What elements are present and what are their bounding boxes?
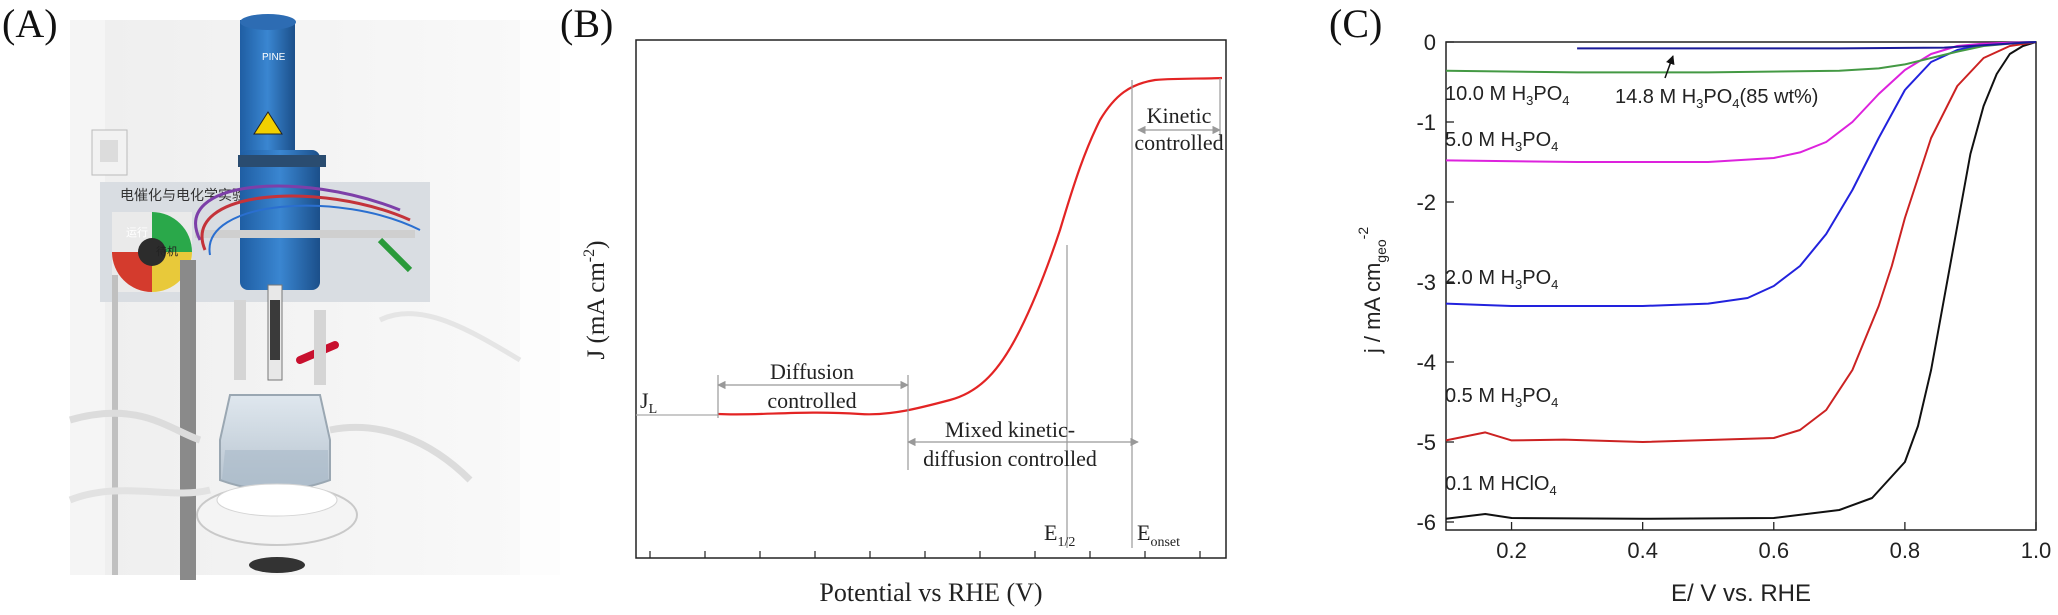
chart-c: 0.2 0.4 0.6 0.8 1.0 0 -1 -2 -3 -4 -5 -6 10.0 M H3PO… bbox=[1355, 30, 2051, 607]
panel-label-a: (A) bbox=[2, 1, 58, 46]
half-wave-label: E1/2 bbox=[1044, 520, 1075, 550]
board-text: 电催化与电化学实验 bbox=[120, 187, 246, 203]
y-tick-label: -2 bbox=[1416, 190, 1436, 215]
legend-label-14-8: 14.8 M H3PO4(85 wt%) bbox=[1615, 86, 1818, 111]
legend-label-2-0: 2.0 M H3PO4 bbox=[1445, 267, 1558, 292]
series-line-0 bbox=[1445, 41, 2037, 520]
region-diffusion-line2: controlled bbox=[767, 388, 856, 413]
region-mixed-line2: diffusion controlled bbox=[923, 446, 1097, 471]
y-tick-label: -1 bbox=[1416, 110, 1436, 135]
series-line-5 bbox=[1577, 41, 2037, 50]
chart-c-ticks: 0.2 0.4 0.6 0.8 1.0 0 -1 -2 -3 -4 -5 -6 bbox=[1416, 30, 2051, 563]
y-tick-label: -6 bbox=[1416, 510, 1436, 535]
onset-label: Eonset bbox=[1137, 520, 1180, 550]
x-tick-label: 0.6 bbox=[1758, 538, 1789, 563]
panel-label-b: (B) bbox=[560, 1, 614, 46]
rde-motor bbox=[240, 20, 295, 170]
x-tick-label: 1.0 bbox=[2021, 538, 2052, 563]
button-label-run: 运行 bbox=[126, 226, 148, 239]
x-tick-label: 0.8 bbox=[1890, 538, 1921, 563]
legend-label-10-0: 10.0 M H3PO4 bbox=[1445, 83, 1570, 108]
series-line-1 bbox=[1445, 41, 2037, 443]
legend-label-0-1: 0.1 M HClO4 bbox=[1445, 473, 1557, 498]
chart-b-curve bbox=[717, 76, 1223, 416]
chart-b: Diffusion controlled Mixed kinetic- diff… bbox=[581, 39, 1227, 607]
y-tick-label: -4 bbox=[1416, 350, 1436, 375]
x-tick-label: 0.4 bbox=[1627, 538, 1658, 563]
region-diffusion-line1: Diffusion bbox=[770, 359, 854, 384]
jl-label: JL bbox=[640, 388, 657, 417]
y-tick-label: 0 bbox=[1424, 30, 1436, 55]
y-tick-label: -5 bbox=[1416, 430, 1436, 455]
legend-label-5-0: 5.0 M H3PO4 bbox=[1445, 129, 1558, 154]
chart-b-frame bbox=[635, 39, 1227, 559]
panel-c: (C) 0.2 0.4 0.6 0.8 1.0 0 -1 -2 -3 -4 -5 -6 10.0 M … bbox=[1300, 0, 2058, 615]
panel-b: (B) Diffusion controlled Mixed kinetic- … bbox=[560, 0, 1260, 615]
x-tick-label: 0.2 bbox=[1496, 538, 1527, 563]
support-rod bbox=[180, 260, 196, 580]
chart-c-xlabel: E/ V vs. RHE bbox=[1671, 580, 1811, 607]
annotation-arrow bbox=[1664, 55, 1675, 79]
electrochemical-setup-photo: 电催化与电化学实验 运行 待机 PINE bbox=[68, 14, 560, 580]
legend-label-0-5: 0.5 M H3PO4 bbox=[1445, 385, 1558, 410]
chart-c-series-group bbox=[1445, 41, 2037, 520]
region-kinetic-line1: Kinetic bbox=[1147, 103, 1212, 128]
chart-b-ticks bbox=[649, 551, 1201, 558]
series-line-3 bbox=[1445, 41, 2037, 163]
button-label-standby: 待机 bbox=[156, 244, 178, 258]
chart-c-frame bbox=[1445, 41, 2037, 531]
series-line-2 bbox=[1445, 41, 2037, 307]
region-kinetic-line2: controlled bbox=[1134, 130, 1223, 155]
chart-b-ylabel: J (mA cm-2) bbox=[581, 241, 610, 360]
chart-b-xlabel: Potential vs RHE (V) bbox=[819, 578, 1042, 607]
photo-panel: (A) 电催化与电化学实验 运行 bbox=[0, 0, 590, 615]
brand-label: PINE bbox=[262, 52, 286, 63]
region-mixed-line1: Mixed kinetic- bbox=[945, 417, 1075, 442]
chart-c-ylabel: j / mA cmgeo-2 bbox=[1355, 227, 1389, 354]
panel-label-c: (C) bbox=[1329, 1, 1383, 46]
y-tick-label: -3 bbox=[1416, 270, 1436, 295]
